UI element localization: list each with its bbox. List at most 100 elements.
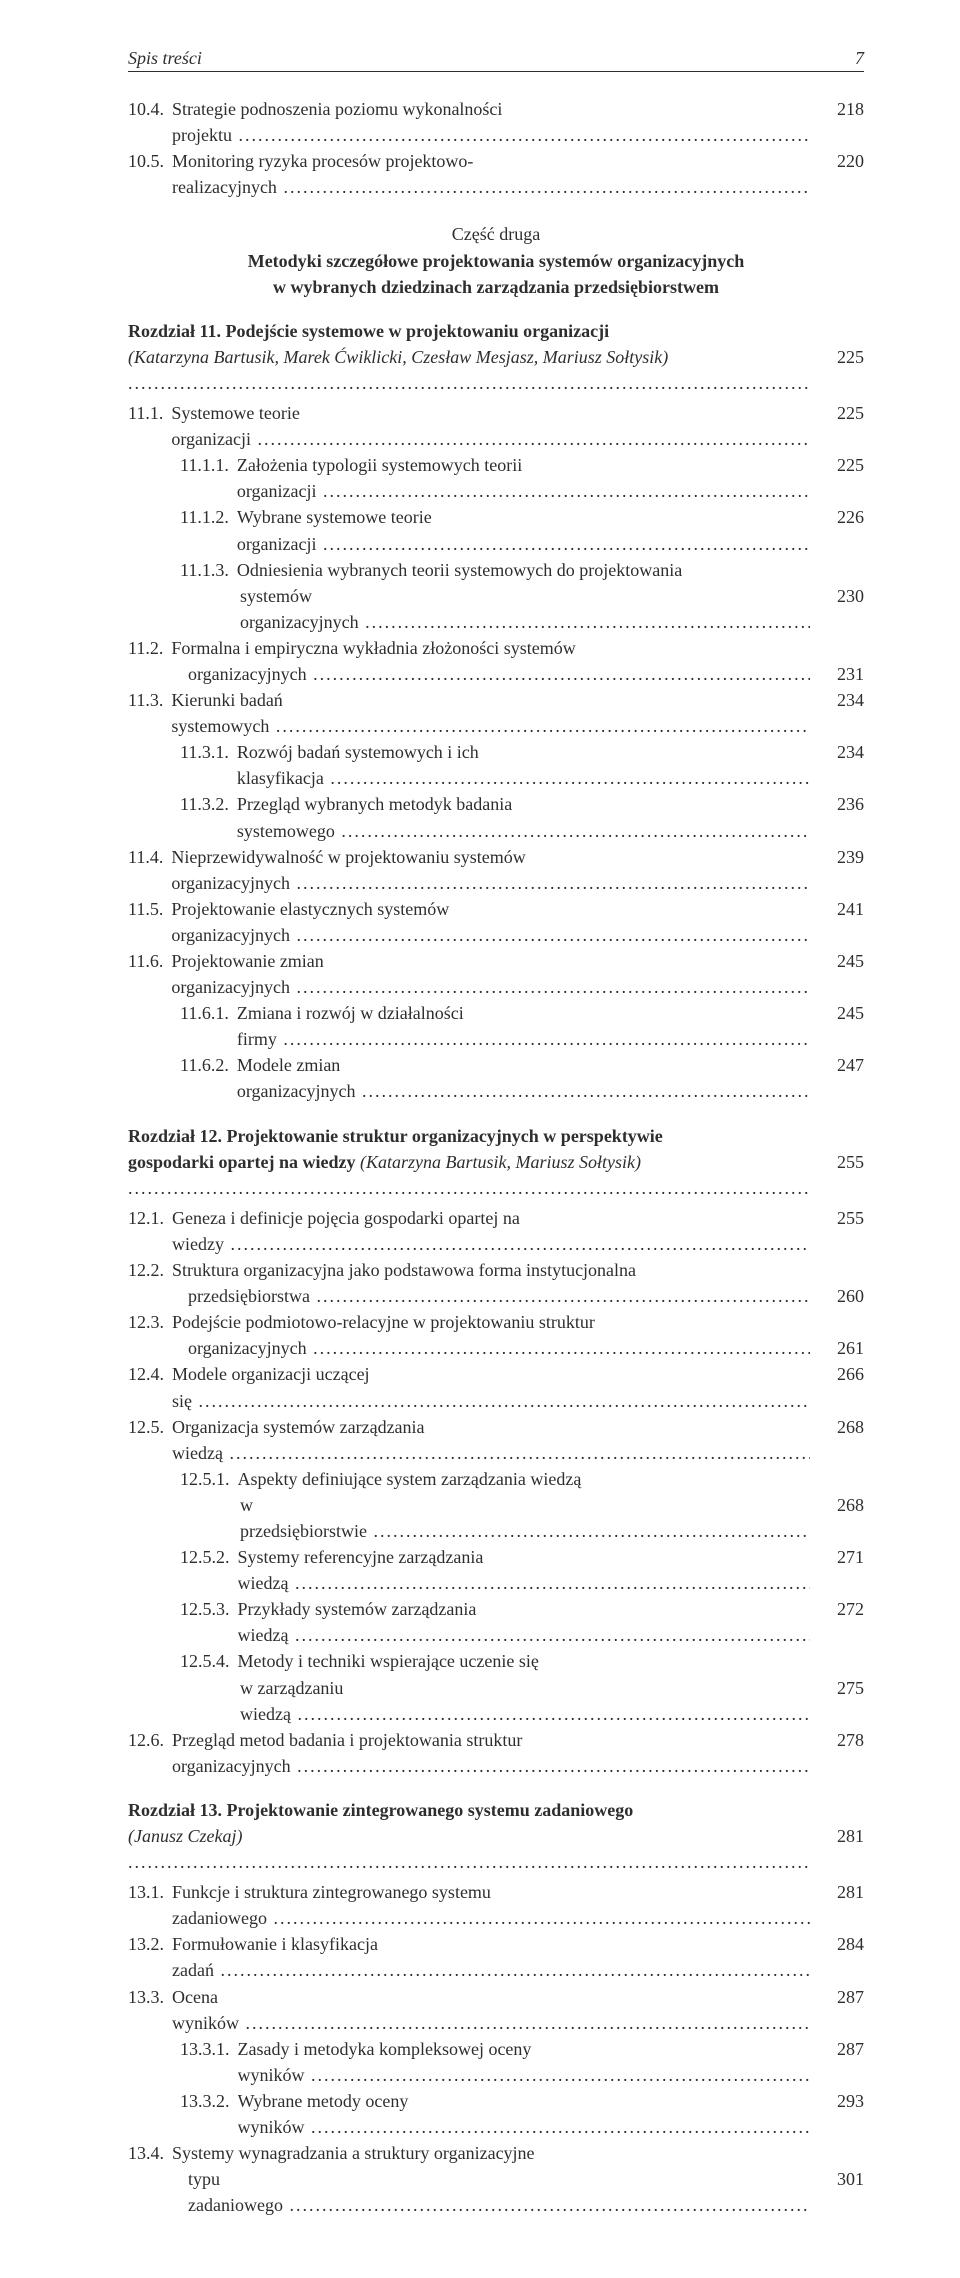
toc-entry-number: 11.1.1. bbox=[128, 452, 237, 478]
toc-entry-text: Formalna i empiryczna wykładnia złożonoś… bbox=[171, 635, 864, 661]
toc-entry: 12.5.1.Aspekty definiujące system zarząd… bbox=[128, 1466, 864, 1492]
toc-entry-page: 301 bbox=[810, 2166, 864, 2192]
toc-entry: 11.3.2.Przegląd wybranych metodyk badani… bbox=[128, 791, 864, 843]
toc-entry-text: Wybrane metody oceny wyników bbox=[238, 2088, 811, 2140]
running-head-title: Spis treści bbox=[128, 48, 202, 69]
toc-entry-continuation: organizacyjnych231 bbox=[128, 661, 864, 687]
chapter-12-heading-line1: Rozdział 12. Projektowanie struktur orga… bbox=[128, 1123, 864, 1149]
toc-entry: 10.5.Monitoring ryzyka procesów projekto… bbox=[128, 148, 864, 200]
chapter-title: Projektowanie zintegrowanego systemu zad… bbox=[227, 1800, 634, 1820]
authors-text: (Janusz Czekaj) bbox=[128, 1826, 242, 1846]
toc-entry-text: Modele zmian organizacyjnych bbox=[237, 1052, 810, 1104]
toc-entry-text: organizacyjnych bbox=[188, 1335, 810, 1361]
toc-entry-text: Przykłady systemów zarządzania wiedzą bbox=[238, 1596, 811, 1648]
chapter-prefix: Rozdział 13. bbox=[128, 1800, 227, 1820]
toc-entry-text: Systemy wynagradzania a struktury organi… bbox=[172, 2140, 864, 2166]
chapter-title-line1: Projektowanie struktur organizacyjnych w… bbox=[227, 1126, 663, 1146]
toc-entry: 12.1.Geneza i definicje pojęcia gospodar… bbox=[128, 1205, 864, 1257]
toc-entry-text: Kierunki badań systemowych bbox=[171, 687, 810, 739]
toc-entry-continuation: systemów organizacyjnych230 bbox=[128, 583, 864, 635]
toc-entry: 12.5.4.Metody i techniki wspierające ucz… bbox=[128, 1648, 864, 1674]
toc-entry-text: Podejście podmiotowo-relacyjne w projekt… bbox=[172, 1309, 864, 1335]
toc-entry: 11.1.1.Założenia typologii systemowych t… bbox=[128, 452, 864, 504]
toc-entry-text: Zasady i metodyka kompleksowej oceny wyn… bbox=[238, 2036, 811, 2088]
toc-entry-text: Metody i techniki wspierające uczenie si… bbox=[238, 1648, 865, 1674]
chapter-11-heading-line2: (Katarzyna Bartusik, Marek Ćwiklicki, Cz… bbox=[128, 344, 864, 396]
toc-entry-page: 225 bbox=[810, 400, 864, 426]
toc-entry-text: Modele organizacji uczącej się bbox=[172, 1361, 810, 1413]
chapter-13-authors: (Janusz Czekaj) bbox=[128, 1823, 810, 1875]
toc-entry-page: 234 bbox=[810, 739, 864, 765]
authors-text: (Katarzyna Bartusik, Mariusz Sołtysik) bbox=[360, 1152, 641, 1172]
toc-entry: 11.6.Projektowanie zmian organizacyjnych… bbox=[128, 948, 864, 1000]
toc-entry-number: 11.6. bbox=[128, 948, 171, 974]
toc-entry: 11.1.2.Wybrane systemowe teorie organiza… bbox=[128, 504, 864, 556]
chapter-13-heading-line1: Rozdział 13. Projektowanie zintegrowaneg… bbox=[128, 1797, 864, 1823]
part-title-line2: w wybranych dziedzinach zarządzania prze… bbox=[273, 277, 719, 297]
toc-entry-page: 226 bbox=[810, 504, 864, 530]
toc-entry: 10.4.Strategie podnoszenia poziomu wykon… bbox=[128, 96, 864, 148]
chapter-page: 255 bbox=[810, 1149, 864, 1175]
toc-entry-text: Nieprzewidywalność w projektowaniu syste… bbox=[171, 844, 810, 896]
toc-entry: 11.2.Formalna i empiryczna wykładnia zło… bbox=[128, 635, 864, 661]
toc-entry: 11.5.Projektowanie elastycznych systemów… bbox=[128, 896, 864, 948]
toc-entry-page: 260 bbox=[810, 1283, 864, 1309]
toc-entry: 11.3.Kierunki badań systemowych234 bbox=[128, 687, 864, 739]
toc-entry-number: 11.3. bbox=[128, 687, 171, 713]
toc-entry-page: 268 bbox=[810, 1492, 864, 1518]
chapter-page: 281 bbox=[810, 1823, 864, 1849]
toc-entry-text: Ocena wyników bbox=[172, 1984, 810, 2036]
part-title-line1: Metodyki szczegółowe projektowania syste… bbox=[248, 251, 745, 271]
toc-entry-page: 239 bbox=[810, 844, 864, 870]
toc-entry-text: Strategie podnoszenia poziomu wykonalnoś… bbox=[172, 96, 810, 148]
toc-entry-text: Rozwój badań systemowych i ich klasyfika… bbox=[237, 739, 810, 791]
toc-entry-number: 12.5. bbox=[128, 1414, 172, 1440]
toc-entry-number: 12.5.4. bbox=[128, 1648, 238, 1674]
toc-entry-page: 266 bbox=[810, 1361, 864, 1387]
toc-entry-text: Struktura organizacyjna jako podstawowa … bbox=[172, 1257, 864, 1283]
chapter-12-items: 12.1.Geneza i definicje pojęcia gospodar… bbox=[128, 1205, 864, 1779]
toc-entry-page: 281 bbox=[810, 1879, 864, 1905]
toc-entry-text: w zarządzaniu wiedzą bbox=[240, 1675, 810, 1727]
toc-entry-number: 11.6.2. bbox=[128, 1052, 237, 1078]
toc-entry-number: 12.4. bbox=[128, 1361, 172, 1387]
chapter-13-items: 13.1.Funkcje i struktura zintegrowanego … bbox=[128, 1879, 864, 2218]
chapter-11: Rozdział 11. Podejście systemowe w proje… bbox=[128, 318, 864, 396]
chapter-13: Rozdział 13. Projektowanie zintegrowaneg… bbox=[128, 1797, 864, 1875]
toc-entry-text: Przegląd wybranych metodyk badania syste… bbox=[237, 791, 810, 843]
toc-entry-number: 11.3.2. bbox=[128, 791, 237, 817]
toc-entry-number: 13.3.2. bbox=[128, 2088, 238, 2114]
toc-entry-text: Systemowe teorie organizacji bbox=[171, 400, 810, 452]
toc-entry-continuation: typu zadaniowego301 bbox=[128, 2166, 864, 2218]
toc-entry: 12.3.Podejście podmiotowo-relacyjne w pr… bbox=[128, 1309, 864, 1335]
toc-entry-text: Organizacja systemów zarządzania wiedzą bbox=[172, 1414, 810, 1466]
toc-entry-page: 245 bbox=[810, 1000, 864, 1026]
toc-entry-page: 234 bbox=[810, 687, 864, 713]
toc-entry-number: 10.4. bbox=[128, 96, 172, 122]
part-title: Metodyki szczegółowe projektowania syste… bbox=[128, 249, 864, 299]
toc-entry-text: Monitoring ryzyka procesów projektowo-re… bbox=[172, 148, 810, 200]
toc-entry-number: 11.3.1. bbox=[128, 739, 237, 765]
part-label: Część druga bbox=[128, 224, 864, 245]
running-head-page: 7 bbox=[855, 48, 864, 69]
toc-entry-text: Projektowanie zmian organizacyjnych bbox=[171, 948, 810, 1000]
toc-entry-page: 284 bbox=[810, 1931, 864, 1957]
chapter-11-heading-text: Rozdział 11. Podejście systemowe w proje… bbox=[128, 318, 864, 344]
toc-entry-text: Aspekty definiujące system zarządzania w… bbox=[238, 1466, 865, 1492]
toc-entry-text: w przedsiębiorstwie bbox=[240, 1492, 810, 1544]
toc-entry-number: 10.5. bbox=[128, 148, 172, 174]
toc-entry-text: przedsiębiorstwa bbox=[188, 1283, 810, 1309]
toc-entry-number: 11.5. bbox=[128, 896, 171, 922]
toc-entry: 11.6.1.Zmiana i rozwój w działalności fi… bbox=[128, 1000, 864, 1052]
toc-entry-number: 11.1. bbox=[128, 400, 171, 426]
running-head: Spis treści 7 bbox=[128, 48, 864, 72]
chapter-page: 225 bbox=[810, 344, 864, 370]
toc-entry-continuation: organizacyjnych261 bbox=[128, 1335, 864, 1361]
toc-entry-page: 245 bbox=[810, 948, 864, 974]
pre-part-list: 10.4.Strategie podnoszenia poziomu wykon… bbox=[128, 96, 864, 200]
toc-entry-page: 220 bbox=[810, 148, 864, 174]
toc-entry-page: 225 bbox=[810, 452, 864, 478]
toc-entry-number: 12.2. bbox=[128, 1257, 172, 1283]
toc-entry: 11.6.2.Modele zmian organizacyjnych247 bbox=[128, 1052, 864, 1104]
toc-entry-number: 12.5.2. bbox=[128, 1544, 238, 1570]
